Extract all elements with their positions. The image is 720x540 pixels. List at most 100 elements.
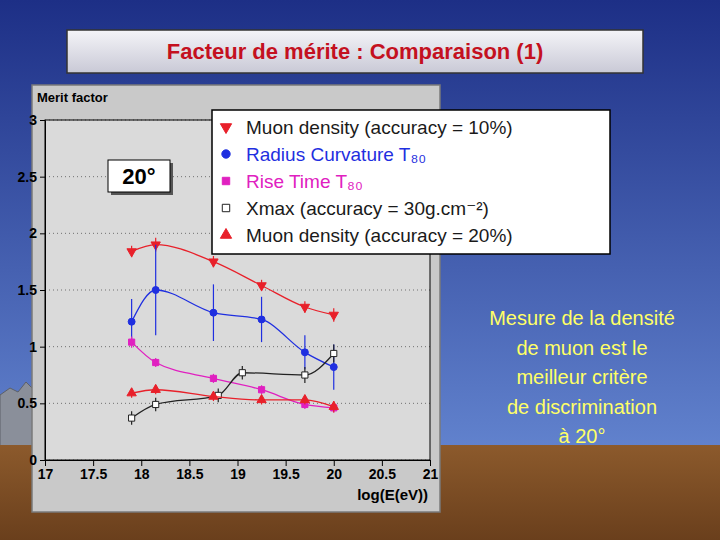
marker [127,388,136,396]
x-tick-label: 20.5 [369,466,396,482]
legend-label: Muon density (accuracy = 10%) [246,117,513,138]
x-tick: 21 [423,460,439,482]
x-tick-label: 17 [38,466,54,482]
legend-box [212,110,610,254]
x-axis: 17 17.5 18 18.5 19 19.5 20 20.5 21 [38,460,439,482]
y-tick-label: 2.5 [18,169,38,185]
legend-marker [222,204,229,211]
series-line [132,342,334,408]
marker [329,401,338,409]
y-tick: 1.5 [18,282,45,298]
marker [302,372,308,378]
plot-data [127,238,338,425]
marker [209,391,218,399]
legend-marker [222,150,230,158]
series-line [132,290,334,367]
series [128,245,337,390]
annotation: 20° [122,164,155,189]
x-tick-label: 19 [230,466,246,482]
note-line: meilleur critère [516,366,647,388]
marker [129,339,135,345]
grid-line [45,346,430,347]
y-tick-mark [40,177,45,178]
legend: Muon density (accuracy = 10%) Radius Curv… [212,110,610,254]
x-tick-label: 20 [326,466,342,482]
marker [331,350,337,356]
x-tick-label: 19.5 [273,466,300,482]
x-tick: 17 [38,460,54,482]
legend-label: Muon density (accuracy = 20%) [246,225,513,246]
marker [127,249,136,257]
y-tick-mark [40,403,45,404]
background [0,0,720,540]
marker [209,259,218,267]
marker [152,287,159,294]
marker [258,387,264,393]
marker [210,309,217,316]
grid-line [45,290,430,291]
series-line [132,245,334,315]
note-line: Mesure de la densité [489,307,675,329]
marker [300,395,309,403]
series [129,336,337,412]
y-axis-line [45,121,46,461]
y-tick-label: 1 [29,339,37,355]
y-tick-mark [40,460,45,461]
title-box [67,30,643,73]
legend-label: Radius Curvature T₈₀ [246,144,426,165]
marker [151,384,160,392]
y-tick: 0 [29,452,45,468]
x-tick: 18 [134,460,150,482]
legend-label: Xmax (accuracy = 30g.cm⁻²) [246,198,489,219]
legend-label: Rise Time T₈₀ [246,171,363,192]
note: Mesure de la densité de muon est le meille… [489,307,675,447]
series [127,384,338,412]
y-tick-mark [40,290,45,291]
y-tick: 3 [29,112,45,128]
note-line: de muon est le [516,337,647,359]
x-axis-title: log(E(eV)) [357,486,428,503]
marker [129,415,135,421]
y-tick-label: 2 [29,225,37,241]
y-tick-mark [40,347,45,348]
annotation-box [108,160,170,192]
y-tick: 2.5 [18,169,45,185]
marker [329,312,338,320]
marker [330,364,337,371]
y-tick-mark [40,120,45,121]
x-tick-label: 18 [134,466,150,482]
y-tick: 1 [29,339,45,355]
marker [239,370,245,376]
x-tick-label: 17.5 [80,466,107,482]
legend-marker [222,177,229,184]
x-tick: 19.5 [273,460,300,482]
marker [258,316,265,323]
marker [153,359,159,365]
y-tick-mark [40,233,45,234]
x-tick: 17.5 [80,460,107,482]
x-tick: 18.5 [176,460,203,482]
y-tick: 2 [29,225,45,241]
marker [257,283,266,291]
y-tick-label: 1.5 [18,282,38,298]
marker [257,395,266,403]
legend-marker [220,124,231,134]
y-tick-label: 3 [29,112,37,128]
series-line [132,390,334,407]
note-line: de discrimination [507,396,657,418]
marker [128,318,135,325]
y-tick-label: 0 [29,452,37,468]
series [129,344,337,424]
marker [153,401,159,407]
marker [301,349,308,356]
note-line: à 20° [559,425,606,447]
legend-marker [220,228,231,238]
x-tick: 20 [326,460,342,482]
title: Facteur de mérite : Comparaison (1) [167,39,544,64]
marker [210,375,216,381]
series-line [132,353,334,418]
slide: Facteur de mérite : Comparaison (1) 17 17.… [0,0,720,540]
y-axis-title: Merit factor [37,90,108,105]
x-tick: 20.5 [369,460,396,482]
y-tick: 0.5 [18,395,45,411]
